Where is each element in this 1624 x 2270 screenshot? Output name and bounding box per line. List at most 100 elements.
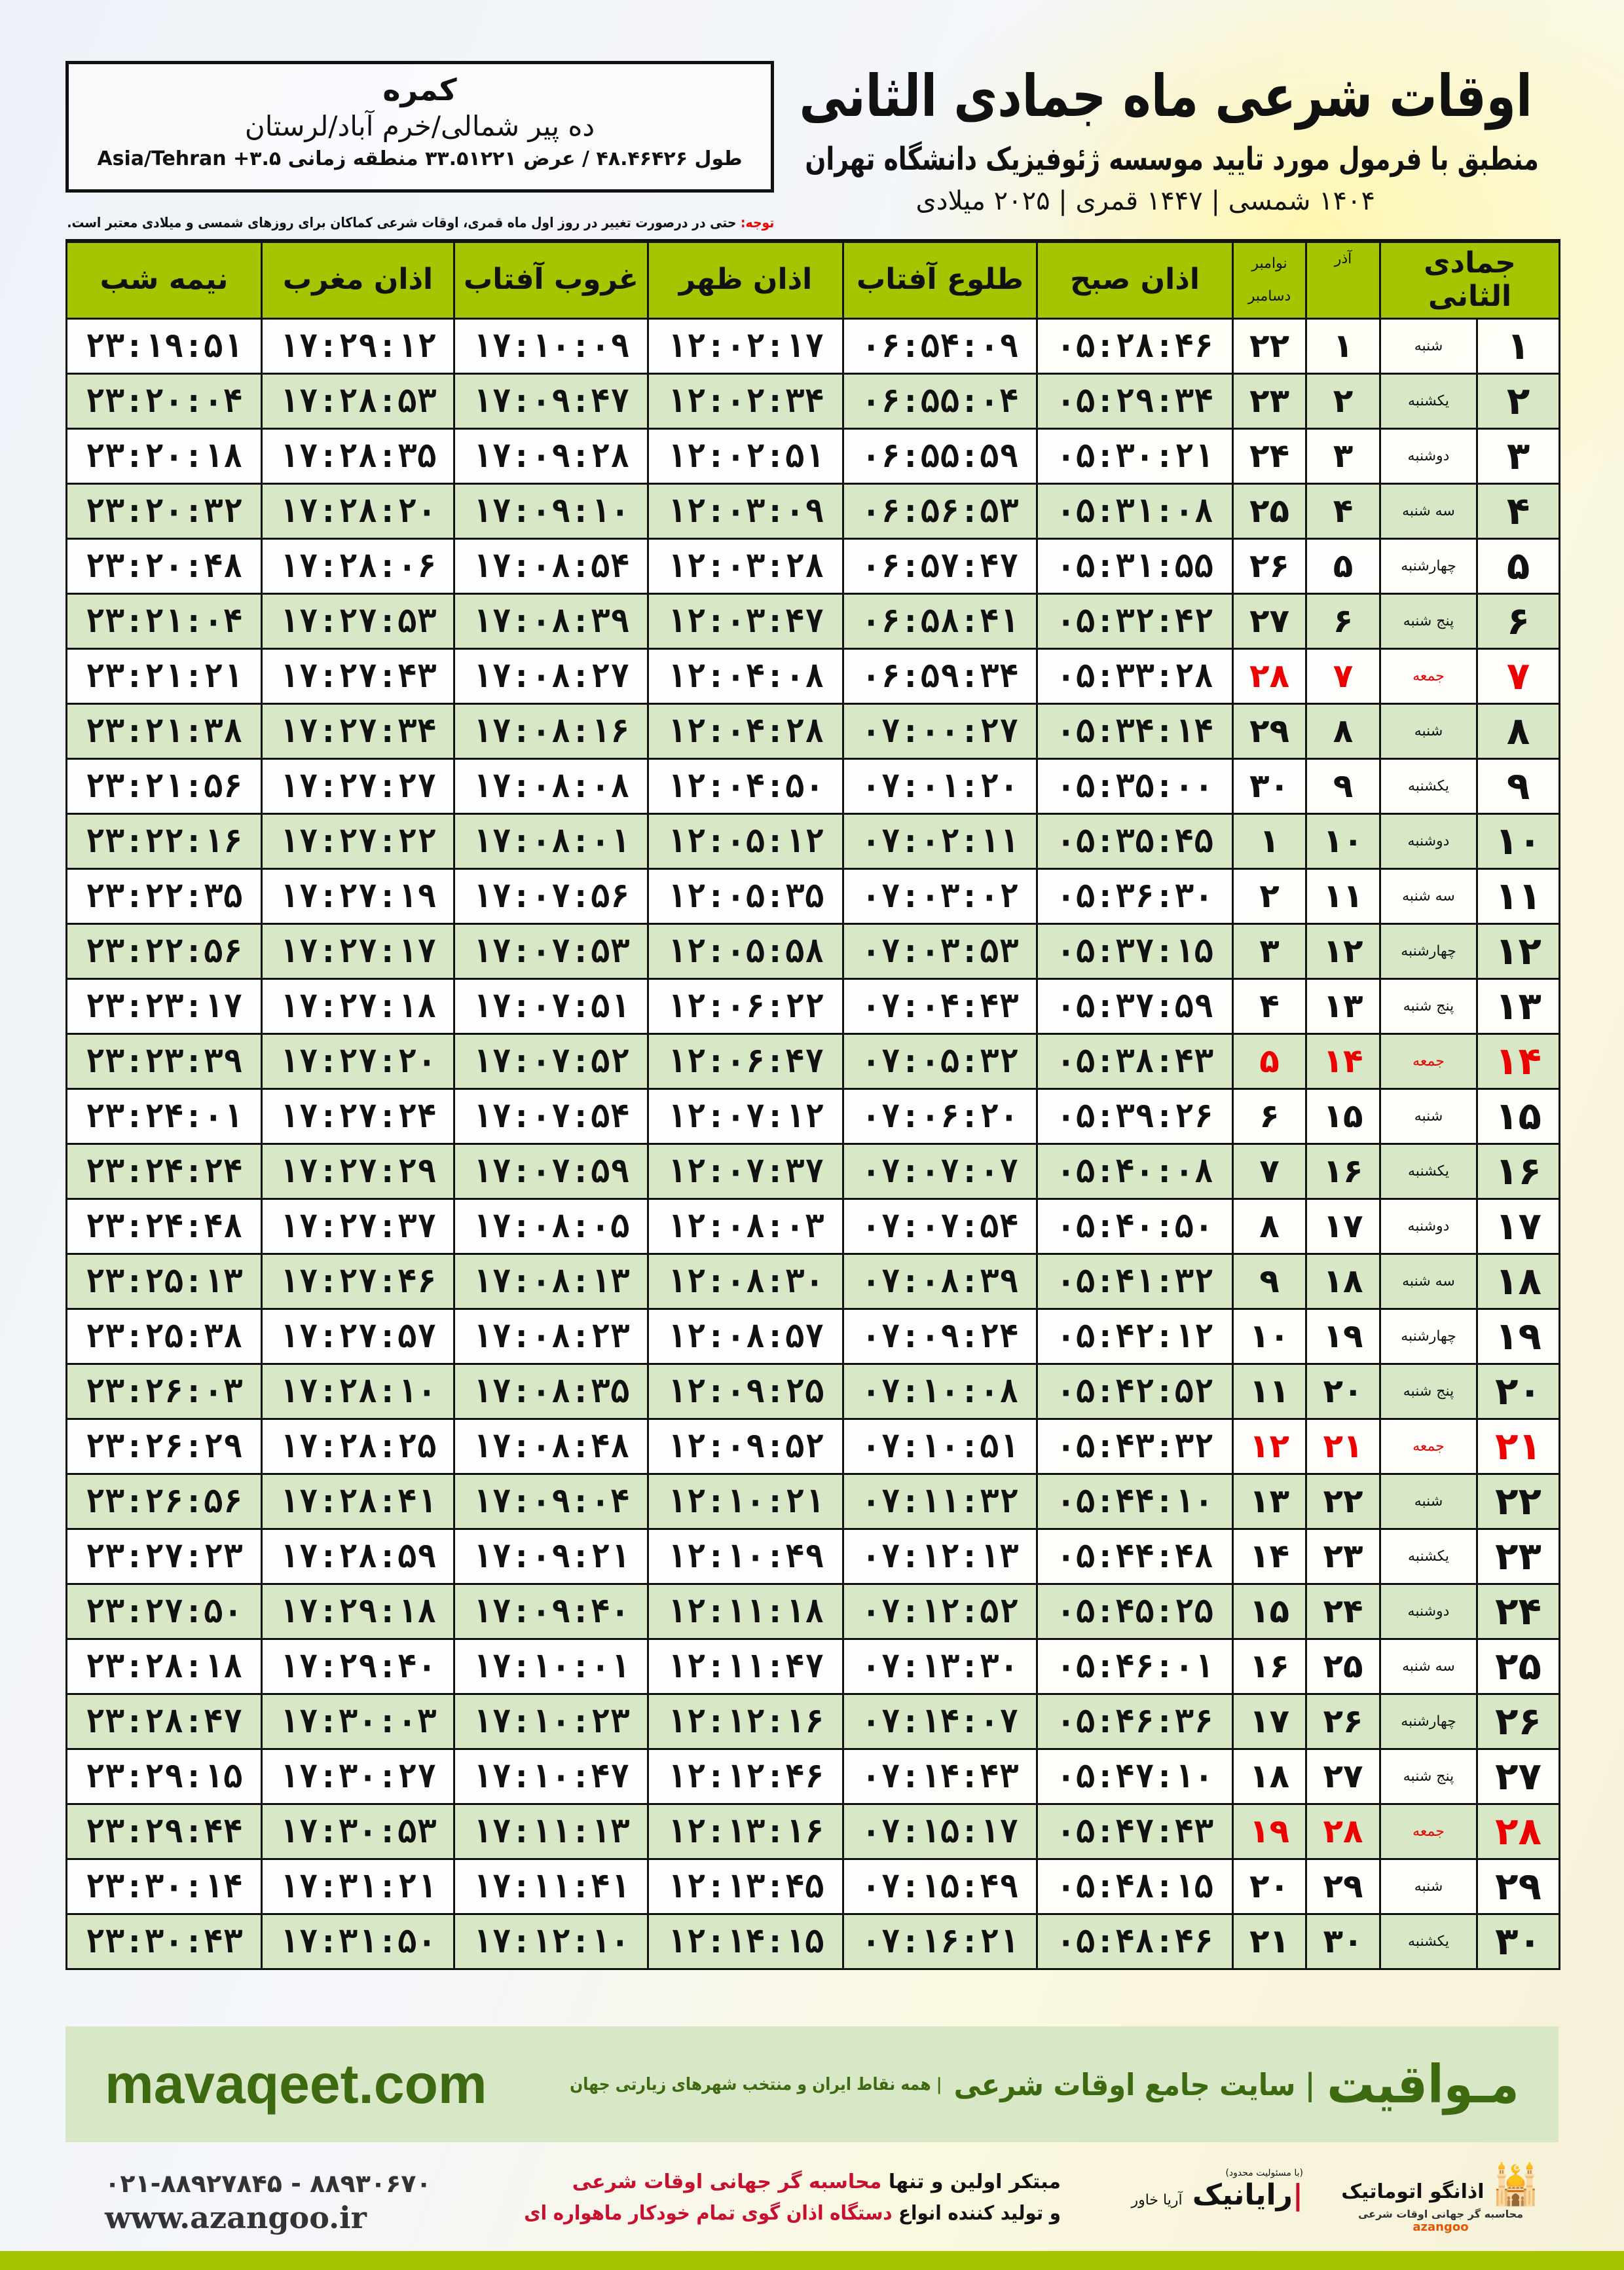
- table-row: ۲۶ چهارشنبه ۲۶ ۱۷ ۰۵:۴۶:۳۶ ۰۷:۱۴:۰۷ ۱۲:۱۲:۱۶ ۱۷…: [65, 1692, 1561, 1750]
- cell-midnight: ۲۳:۲۱:۰۴: [65, 592, 263, 650]
- cell-weekday: جمعه: [1378, 1802, 1479, 1860]
- table-row: ۲۷ پنج شنبه ۲۷ ۱۸ ۰۵:۴۷:۱۰ ۰۷:۱۴:۴۳ ۱۲:۱۲:۴۶ ۱۷…: [65, 1747, 1561, 1805]
- cell-hijri-day: ۱۷: [1476, 1197, 1561, 1255]
- table-row: ۱۹ چهارشنبه ۱۹ ۱۰ ۰۵:۴۲:۱۲ ۰۷:۰۹:۲۴ ۱۲:۰۸:۵۷ ۱۷…: [65, 1307, 1561, 1365]
- cell-dhuhr: ۱۲:۰۹:۵۲: [647, 1417, 844, 1475]
- cell-sunset: ۱۷:۰۹:۲۸: [453, 427, 649, 485]
- cell-azar-day: ۲۵: [1305, 1637, 1381, 1695]
- cell-azar-day: ۳: [1305, 427, 1381, 485]
- cell-midnight: ۲۳:۲۵:۳۸: [65, 1307, 263, 1365]
- cell-greg-day: ۲۱: [1232, 1912, 1307, 1970]
- cell-hijri-day: ۳۰: [1476, 1912, 1561, 1970]
- cell-weekday: یکشنبه: [1378, 1527, 1479, 1585]
- cell-greg-day: ۲۲: [1232, 317, 1307, 375]
- table-row: ۲۲ شنبه ۲۲ ۱۳ ۰۵:۴۴:۱۰ ۰۷:۱۱:۳۲ ۱۲:۱۰:۲۱ ۱۷:۰۹:…: [65, 1472, 1561, 1530]
- cell-azar-day: ۱۵: [1305, 1087, 1381, 1145]
- cell-maghrib: ۱۷:۲۷:۴۳: [261, 647, 455, 705]
- cell-fajr: ۰۵:۳۷:۱۵: [1036, 922, 1234, 980]
- cell-midnight: ۲۳:۲۶:۰۳: [65, 1362, 263, 1420]
- cell-maghrib: ۱۷:۲۷:۳۷: [261, 1197, 455, 1255]
- col-greg-bottom: دسامبر: [1247, 288, 1291, 305]
- banner-website[interactable]: mavaqeet.com: [105, 2053, 487, 2115]
- mavaqeet-logo: مـواقیت: [1327, 2054, 1519, 2115]
- website-link[interactable]: www.azangoo.ir: [105, 2200, 367, 2235]
- azangoo-logo: 🕌 اذانگو اتوماتیک محاسبه گر جهانی اوقات ش…: [1341, 2162, 1540, 2234]
- cell-sunrise: ۰۷:۱۳:۳۰: [842, 1637, 1038, 1695]
- cell-azar-day: ۱۹: [1305, 1307, 1381, 1365]
- cell-sunset: ۱۷:۱۰:۰۱: [453, 1637, 649, 1695]
- cell-sunrise: ۰۷:۱۴:۴۳: [842, 1747, 1038, 1805]
- table-row: ۱۸ سه شنبه ۱۸ ۹ ۰۵:۴۱:۳۲ ۰۷:۰۸:۳۹ ۱۲:۰۸:۳۰ ۱۷:۰…: [65, 1252, 1561, 1310]
- cell-fajr: ۰۵:۳۷:۵۹: [1036, 977, 1234, 1035]
- cell-sunset: ۱۷:۰۸:۱۶: [453, 702, 649, 760]
- table-row: ۲۴ دوشنبه ۲۴ ۱۵ ۰۵:۴۵:۲۵ ۰۷:۱۲:۵۲ ۱۲:۱۱:۱۸ ۱۷:۰…: [65, 1582, 1561, 1640]
- cell-sunset: ۱۷:۰۹:۱۰: [453, 482, 649, 540]
- cell-weekday: یکشنبه: [1378, 1912, 1479, 1970]
- cell-fajr: ۰۵:۴۰:۰۸: [1036, 1142, 1234, 1200]
- cell-azar-day: ۲۹: [1305, 1857, 1381, 1915]
- cell-dhuhr: ۱۲:۰۳:۰۹: [647, 482, 844, 540]
- cell-sunrise: ۰۷:۱۶:۲۱: [842, 1912, 1038, 1970]
- cell-maghrib: ۱۷:۲۷:۱۸: [261, 977, 455, 1035]
- cell-weekday: پنج شنبه: [1378, 1747, 1479, 1805]
- year-line: ۱۴۰۴ شمسی | ۱۴۴۷ قمری | ۲۰۲۵ میلادی: [915, 186, 1375, 216]
- cell-greg-day: ۱۴: [1232, 1527, 1307, 1585]
- cell-maghrib: ۱۷:۳۱:۲۱: [261, 1857, 455, 1915]
- cell-sunset: ۱۷:۱۲:۱۰: [453, 1912, 649, 1970]
- cell-maghrib: ۱۷:۲۷:۵۷: [261, 1307, 455, 1365]
- cell-sunset: ۱۷:۰۹:۴۰: [453, 1582, 649, 1640]
- cell-midnight: ۲۳:۲۴:۴۸: [65, 1197, 263, 1255]
- cell-hijri-day: ۱۶: [1476, 1142, 1561, 1200]
- cell-maghrib: ۱۷:۲۹:۱۲: [261, 317, 455, 375]
- cell-dhuhr: ۱۲:۰۳:۲۸: [647, 537, 844, 595]
- cell-dhuhr: ۱۲:۱۲:۱۶: [647, 1692, 844, 1750]
- cell-hijri-day: ۹: [1476, 757, 1561, 815]
- cell-weekday: دوشنبه: [1378, 1582, 1479, 1640]
- cell-fajr: ۰۵:۴۸:۴۶: [1036, 1912, 1234, 1970]
- cell-midnight: ۲۳:۲۸:۱۸: [65, 1637, 263, 1695]
- cell-fajr: ۰۵:۲۸:۴۶: [1036, 317, 1234, 375]
- cell-dhuhr: ۱۲:۱۱:۱۸: [647, 1582, 844, 1640]
- cell-greg-day: ۷: [1232, 1142, 1307, 1200]
- table-row: ۱۱ سه شنبه ۱۱ ۲ ۰۵:۳۶:۳۰ ۰۷:۰۳:۰۲ ۱۲:۰۵:۳۵ ۱۷:۰…: [65, 867, 1561, 925]
- cell-dhuhr: ۱۲:۰۸:۰۳: [647, 1197, 844, 1255]
- cell-sunset: ۱۷:۱۱:۱۳: [453, 1802, 649, 1860]
- table-row: ۱۳ پنج شنبه ۱۳ ۴ ۰۵:۳۷:۵۹ ۰۷:۰۴:۴۳ ۱۲:۰۶:۲۲ ۱۷:…: [65, 977, 1561, 1035]
- cell-weekday: پنج شنبه: [1378, 1362, 1479, 1420]
- cell-azar-day: ۱: [1305, 317, 1381, 375]
- cell-hijri-day: ۲۵: [1476, 1637, 1561, 1695]
- cell-sunset: ۱۷:۰۹:۴۷: [453, 372, 649, 430]
- cell-greg-day: ۱۸: [1232, 1747, 1307, 1805]
- cell-midnight: ۲۳:۲۹:۴۴: [65, 1802, 263, 1860]
- cell-sunrise: ۰۷:۱۲:۵۲: [842, 1582, 1038, 1640]
- cell-greg-day: ۱۱: [1232, 1362, 1307, 1420]
- cell-dhuhr: ۱۲:۰۳:۴۷: [647, 592, 844, 650]
- footer-text: مبتکر اولین و تنها محاسبه گر جهانی اوقات…: [524, 2170, 1061, 2225]
- col-greg-top: نوامبر: [1251, 255, 1287, 272]
- cell-maghrib: ۱۷:۲۹:۴۰: [261, 1637, 455, 1695]
- cell-weekday: سه شنبه: [1378, 1637, 1479, 1695]
- note-label: توجه:: [740, 215, 774, 231]
- cell-maghrib: ۱۷:۲۹:۱۸: [261, 1582, 455, 1640]
- cell-azar-day: ۲۰: [1305, 1362, 1381, 1420]
- cell-weekday: یکشنبه: [1378, 372, 1479, 430]
- cell-dhuhr: ۱۲:۰۴:۲۸: [647, 702, 844, 760]
- cell-sunrise: ۰۷:۱۲:۱۳: [842, 1527, 1038, 1585]
- cell-midnight: ۲۳:۲۰:۰۴: [65, 372, 263, 430]
- mavaqeet-banner: مـواقیت | سایت جامع اوقات شرعی | همه نقا…: [65, 2026, 1559, 2142]
- cell-sunset: ۱۷:۰۸:۳۵: [453, 1362, 649, 1420]
- cell-azar-day: ۱۸: [1305, 1252, 1381, 1310]
- cell-dhuhr: ۱۲:۱۴:۱۵: [647, 1912, 844, 1970]
- cell-fajr: ۰۵:۴۷:۴۳: [1036, 1802, 1234, 1860]
- cell-greg-day: ۲۶: [1232, 537, 1307, 595]
- location-path: ده پیر شمالی/خرم آباد/لرستان: [244, 110, 595, 142]
- cell-greg-day: ۱۰: [1232, 1307, 1307, 1365]
- cell-dhuhr: ۱۲:۰۶:۴۷: [647, 1032, 844, 1090]
- table-row: ۶ پنج شنبه ۶ ۲۷ ۰۵:۳۲:۴۲ ۰۶:۵۸:۴۱ ۱۲:۰۳:۴۷ ۱۷:۰…: [65, 592, 1561, 650]
- cell-sunrise: ۰۶:۵۸:۴۱: [842, 592, 1038, 650]
- cell-greg-day: ۲۴: [1232, 427, 1307, 485]
- cell-azar-day: ۶: [1305, 592, 1381, 650]
- cell-greg-day: ۲۳: [1232, 372, 1307, 430]
- cell-azar-day: ۲۳: [1305, 1527, 1381, 1585]
- cell-weekday: چهارشنبه: [1378, 922, 1479, 980]
